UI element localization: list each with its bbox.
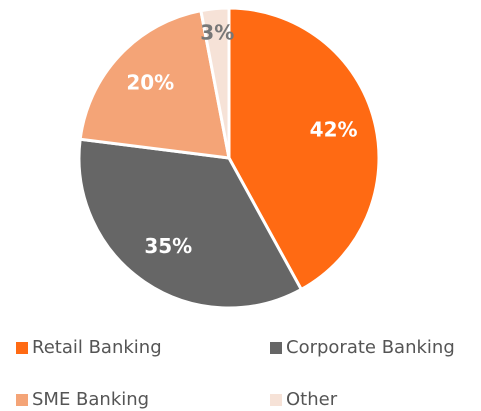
slice-label: 3% bbox=[200, 21, 234, 45]
pie-slice bbox=[227, 6, 381, 292]
legend-swatch bbox=[270, 342, 282, 354]
legend-label: SME Banking bbox=[32, 389, 149, 410]
slice-label: 42% bbox=[310, 118, 358, 142]
legend-swatch bbox=[270, 394, 282, 406]
slice-label: 20% bbox=[126, 71, 174, 95]
legend-label: Other bbox=[286, 389, 338, 410]
legend-swatch bbox=[16, 342, 28, 354]
slice-label: 35% bbox=[144, 234, 192, 258]
pie-slice bbox=[199, 6, 231, 159]
legend-swatch bbox=[16, 394, 28, 406]
legend-label: Corporate Banking bbox=[286, 337, 455, 358]
pie-slice bbox=[77, 137, 304, 310]
pie-slice bbox=[78, 8, 231, 160]
legend-label: Retail Banking bbox=[32, 337, 162, 358]
